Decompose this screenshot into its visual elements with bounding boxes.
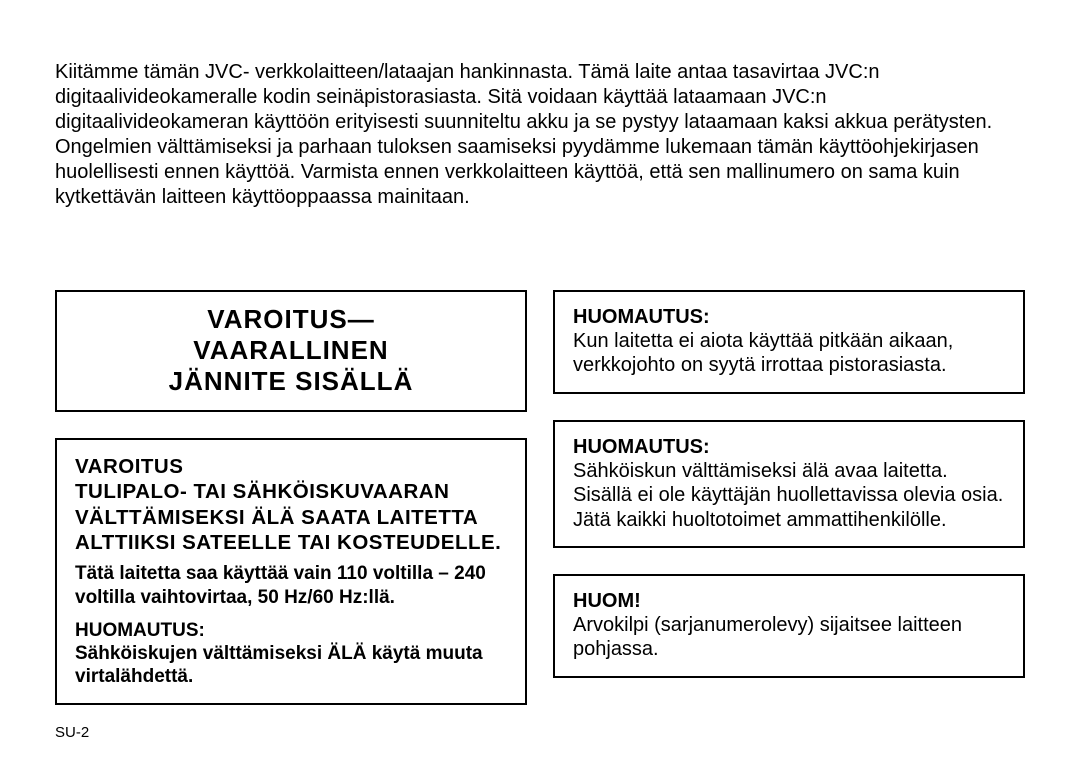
note2-label: HUOMAUTUS:: [573, 436, 1005, 459]
title-line-3: JÄNNITE SISÄLLÄ: [75, 366, 507, 397]
note2-body: Sähköiskun välttämiseksi älä avaa laitet…: [573, 459, 1005, 532]
note1-body: Kun laitetta ei aiota käyttää pitkään ai…: [573, 329, 1005, 378]
note-body: Sähköiskujen välttämiseksi ÄLÄ käytä muu…: [75, 642, 507, 690]
note-label: HUOMAUTUS:: [75, 620, 507, 642]
intro-paragraph: Kiitämme tämän JVC- verkkolaitteen/lataa…: [55, 60, 1025, 210]
warning-heading: VAROITUS: [75, 454, 507, 480]
title-warning-box: VAROITUS— VAARALLINEN JÄNNITE SISÄLLÄ: [55, 290, 527, 412]
page-number: SU-2: [55, 724, 89, 741]
note3-label: HUOM!: [573, 590, 1005, 613]
warning-body: TULIPALO- TAI SÄHKÖISKUVAARAN VÄLTTÄMISE…: [75, 479, 507, 556]
voltage-text: Tätä laitetta saa käyttää vain 110 volti…: [75, 562, 507, 610]
rating-plate-note-box: HUOM! Arvokilpi (sarjanumerolevy) sijait…: [553, 574, 1025, 678]
title-line-2: VAARALLINEN: [75, 335, 507, 366]
note3-body: Arvokilpi (sarjanumerolevy) sijaitsee la…: [573, 613, 1005, 662]
warning-columns: VAROITUS— VAARALLINEN JÄNNITE SISÄLLÄ VA…: [55, 290, 1025, 705]
fire-shock-warning-box: VAROITUS TULIPALO- TAI SÄHKÖISKUVAARAN V…: [55, 438, 527, 706]
title-line-1: VAROITUS—: [75, 304, 507, 335]
right-column: HUOMAUTUS: Kun laitetta ei aiota käyttää…: [553, 290, 1025, 705]
left-column: VAROITUS— VAARALLINEN JÄNNITE SISÄLLÄ VA…: [55, 290, 527, 705]
unplug-note-box: HUOMAUTUS: Kun laitetta ei aiota käyttää…: [553, 290, 1025, 394]
note1-label: HUOMAUTUS:: [573, 306, 1005, 329]
do-not-open-note-box: HUOMAUTUS: Sähköiskun välttämiseksi älä …: [553, 420, 1025, 548]
